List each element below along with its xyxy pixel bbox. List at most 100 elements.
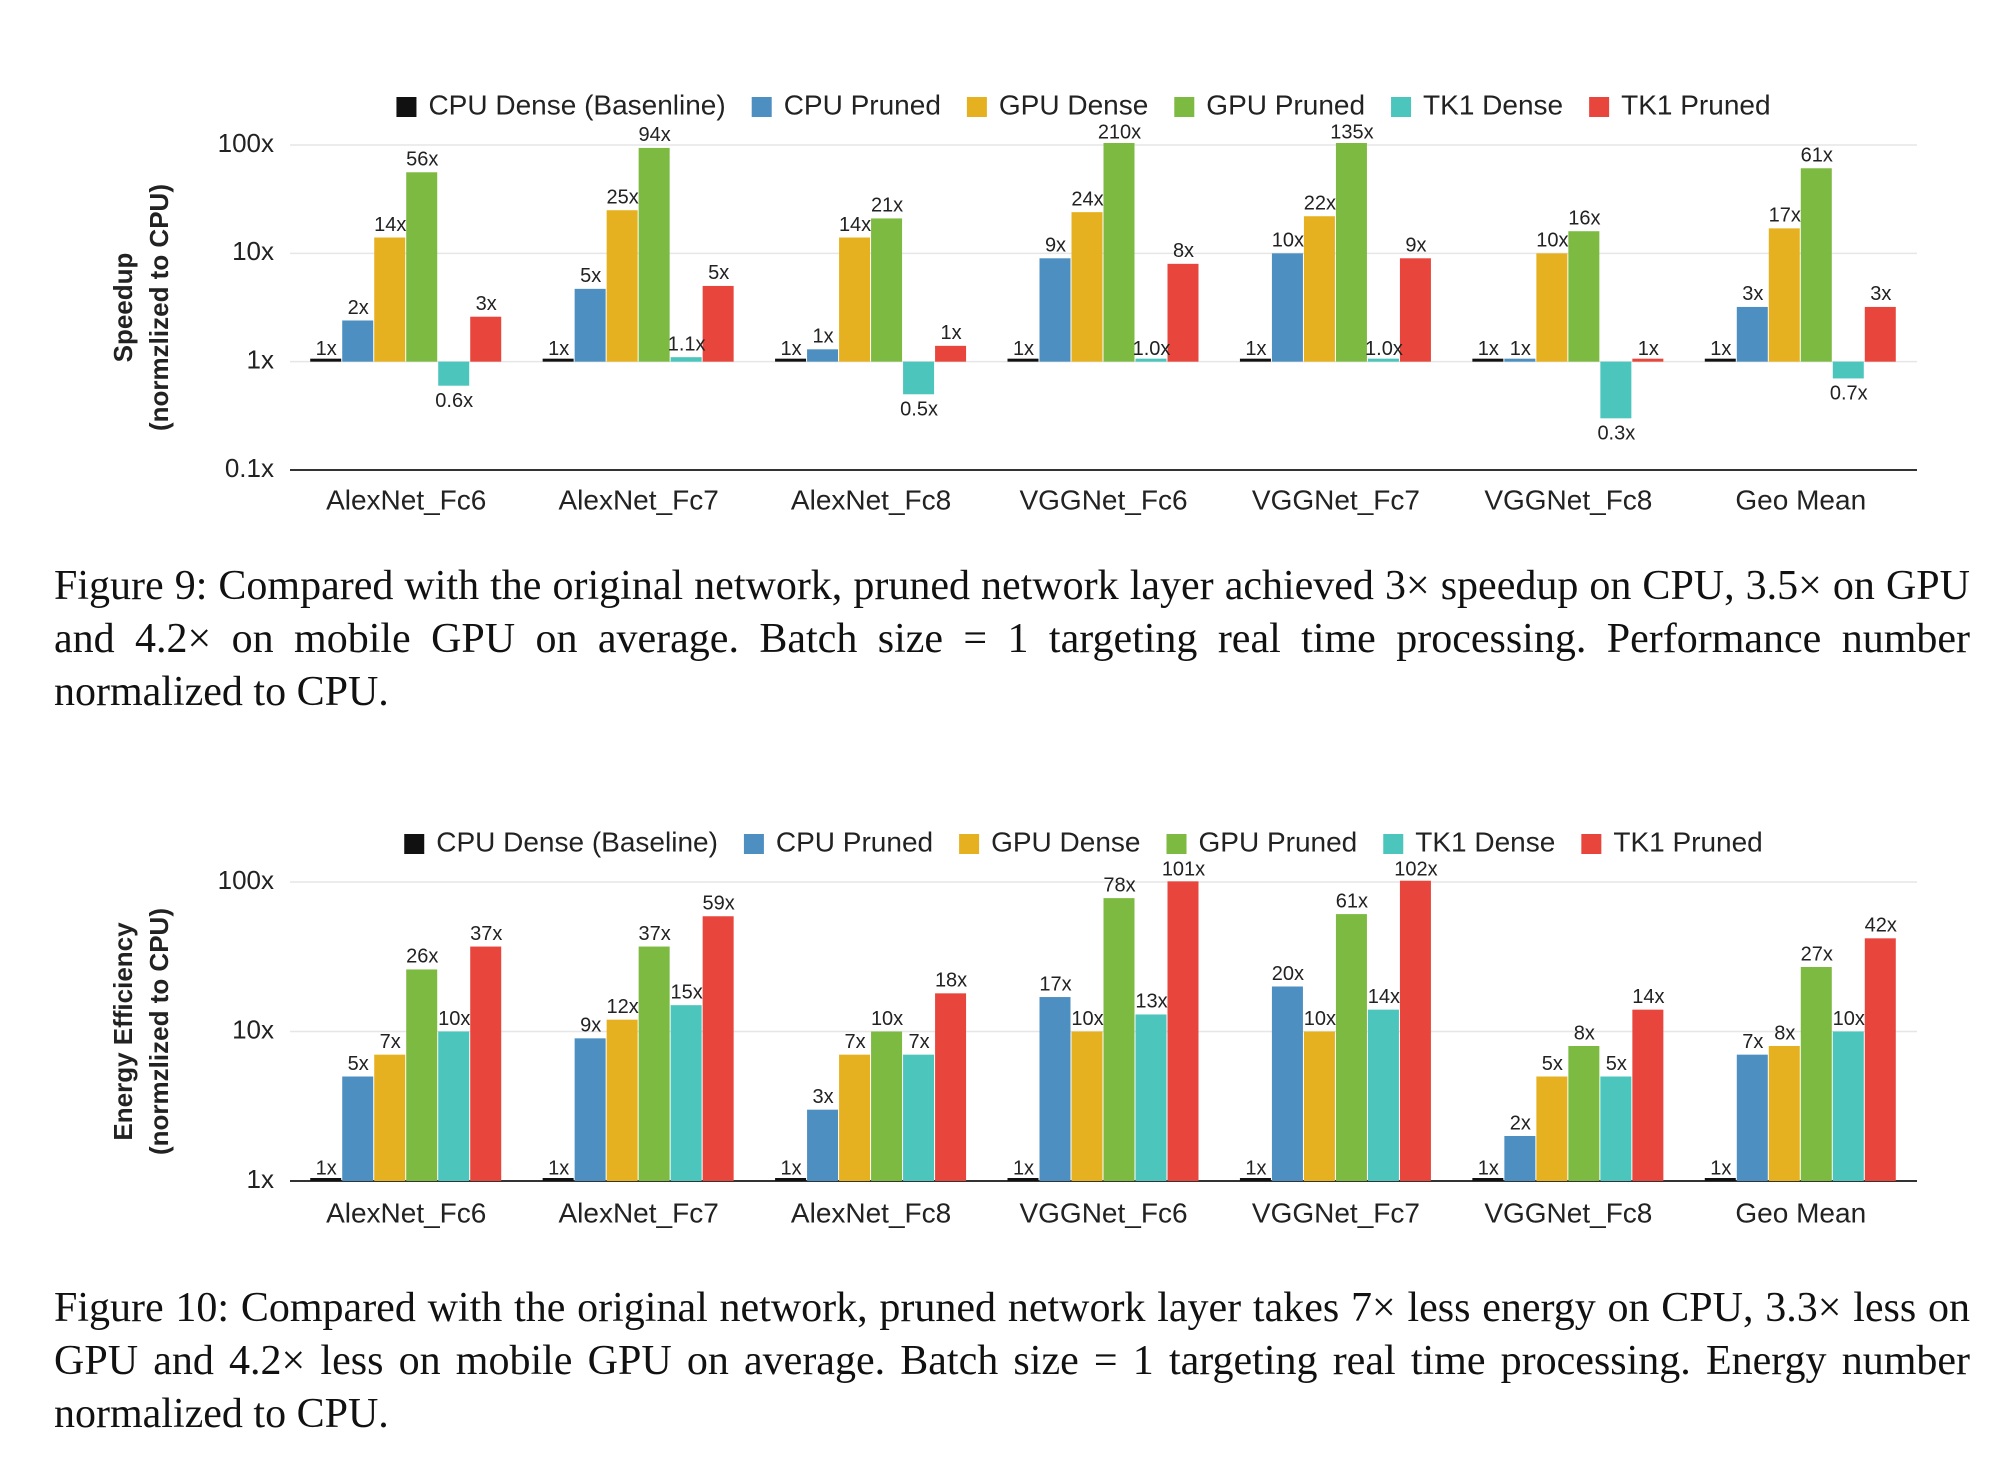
legend-swatch (1383, 834, 1404, 854)
bar (702, 285, 734, 362)
bar (1271, 986, 1303, 1181)
legend-swatch (959, 834, 980, 854)
value-label: 1x (1710, 1157, 1731, 1179)
y-tick-label: 10x (232, 1014, 274, 1044)
value-label: 0.5x (900, 399, 938, 421)
value-label: 10x (1536, 230, 1568, 252)
bar (1864, 938, 1896, 1181)
bar (871, 1031, 903, 1181)
bars (310, 143, 1896, 419)
bar (1167, 263, 1199, 362)
bar (1167, 881, 1199, 1181)
value-label: 13x (1135, 991, 1167, 1013)
bar (1632, 1009, 1664, 1181)
legend-label: CPU Pruned (784, 89, 941, 120)
bar (1071, 212, 1103, 362)
bar (1632, 358, 1664, 362)
value-label: 37x (639, 923, 671, 945)
bar (1007, 1178, 1039, 1181)
x-tick-label: AlexNet_Fc7 (558, 1197, 718, 1228)
bar (310, 358, 342, 362)
value-label: 1x (781, 1157, 802, 1179)
value-label: 14x (1632, 986, 1664, 1008)
legend-label: GPU Dense (991, 826, 1140, 857)
value-label: 2x (348, 297, 369, 319)
bar (438, 1031, 470, 1181)
bar (438, 361, 470, 386)
value-label: 42x (1865, 915, 1897, 937)
legend-label: GPU Pruned (1199, 826, 1358, 857)
bar (1832, 361, 1864, 379)
bar (1568, 1045, 1600, 1181)
legend-swatch (966, 97, 987, 117)
bar (1239, 1178, 1271, 1181)
value-label: 56x (406, 149, 438, 171)
legend-label: CPU Dense (Baseline) (436, 826, 718, 857)
bar (1271, 253, 1303, 362)
value-label: 1x (1710, 338, 1731, 360)
value-label: 1x (316, 338, 337, 360)
bar (1832, 1031, 1864, 1181)
value-label: 7x (909, 1031, 930, 1053)
value-label: 9x (1045, 235, 1066, 257)
value-label: 1x (1478, 1157, 1499, 1179)
value-label: 2x (1510, 1112, 1531, 1134)
y-axis-label: (normzlized to CPU) (144, 908, 174, 1155)
value-label: 5x (348, 1053, 369, 1075)
x-tick-label: AlexNet_Fc7 (558, 484, 718, 515)
value-label: 1x (1510, 338, 1531, 360)
y-tick-label: 10x (232, 236, 274, 266)
bar (1600, 1076, 1632, 1181)
bar (903, 1054, 935, 1181)
value-label: 1x (1478, 338, 1499, 360)
bar (839, 237, 871, 362)
value-label: 21x (871, 195, 903, 217)
bar (1568, 231, 1600, 362)
legend-label: CPU Pruned (776, 826, 933, 857)
value-label: 0.6x (435, 390, 473, 412)
value-label: 1x (548, 338, 569, 360)
bar (1736, 1054, 1768, 1181)
value-label: 1x (813, 326, 834, 348)
caption: Figure 10: Compared with the original ne… (54, 1285, 1970, 1437)
bar (1504, 358, 1536, 362)
value-label: 14x (374, 214, 406, 236)
value-label: 210x (1098, 121, 1141, 143)
bar (374, 1054, 406, 1181)
bar (1864, 306, 1896, 362)
bar (1135, 358, 1167, 362)
value-label: 78x (1103, 874, 1135, 896)
bar (574, 1038, 606, 1181)
bar (903, 361, 935, 395)
value-label: 10x (1833, 1008, 1865, 1030)
value-label: 1x (941, 322, 962, 344)
bar (406, 172, 438, 362)
value-label: 20x (1272, 963, 1304, 985)
bar (638, 147, 670, 362)
value-label: 101x (1162, 858, 1205, 880)
value-label: 1.0x (1365, 338, 1403, 360)
y-axis-label: Energy Efficiency (108, 922, 138, 1141)
x-tick-label: AlexNet_Fc6 (326, 1197, 486, 1228)
bar (1367, 1009, 1399, 1181)
value-label: 9x (1405, 235, 1426, 257)
value-label: 1x (1013, 338, 1034, 360)
value-label: 1x (1638, 338, 1659, 360)
x-tick-label: VGGNet_Fc6 (1019, 1197, 1187, 1228)
value-label: 61x (1801, 145, 1833, 167)
bar (1039, 997, 1071, 1181)
legend-swatch (396, 97, 417, 117)
x-tick-label: Geo Mean (1735, 484, 1866, 515)
bar (1399, 880, 1431, 1181)
legend-label: CPU Dense (Basenline) (428, 89, 725, 120)
value-label: 15x (671, 981, 703, 1003)
bar (1039, 258, 1071, 362)
value-label: 1x (1245, 1157, 1266, 1179)
x-tick-label: VGGNet_Fc7 (1252, 484, 1420, 515)
caption: Figure 9: Compared with the original net… (54, 563, 1970, 715)
bar (935, 345, 967, 362)
value-label: 9x (580, 1015, 601, 1037)
legend-label: TK1 Dense (1423, 89, 1563, 120)
x-tick-label: VGGNet_Fc7 (1252, 1197, 1420, 1228)
